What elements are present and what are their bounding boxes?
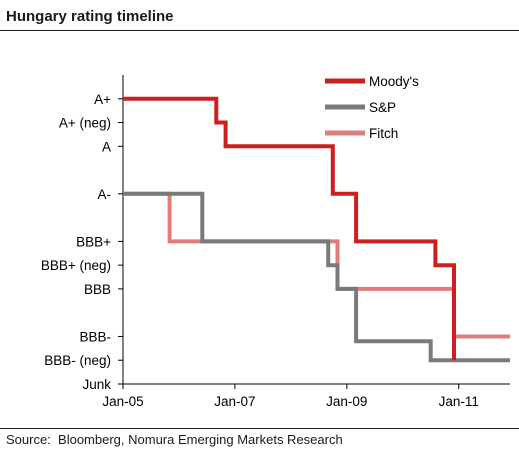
legend-label: S&P <box>369 100 396 115</box>
title-rule <box>0 30 519 31</box>
y-tick-label: A <box>102 139 111 154</box>
source-note: Source: Bloomberg, Nomura Emerging Marke… <box>6 432 343 447</box>
x-tick-label: Jan-05 <box>102 394 143 409</box>
x-tick-label: Jan-09 <box>326 394 367 409</box>
y-tick-label: BBB- (neg) <box>44 353 111 368</box>
y-tick-label: BBB- <box>79 329 111 344</box>
x-tick-label: Jan-11 <box>439 394 479 409</box>
y-tick-label: BBB <box>84 282 111 297</box>
series-line-moodys <box>123 96 456 361</box>
y-tick-label: A+ <box>94 92 111 107</box>
x-tick-label: Jan-07 <box>214 394 255 409</box>
y-tick-label: A+ (neg) <box>59 116 111 131</box>
series-line-sp <box>123 191 510 363</box>
rating-chart: Junk BBB- (neg) BBB- BBB BBB+ (neg) BBB+ A- A A+… <box>41 74 510 409</box>
y-tick-label: A- <box>98 187 112 202</box>
chart-title: Hungary rating timeline <box>6 8 174 25</box>
legend-label: Moody's <box>369 74 419 89</box>
y-tick-label: Junk <box>82 377 111 392</box>
legend-label: Fitch <box>369 126 398 141</box>
source-rule <box>0 428 519 429</box>
y-tick-label: BBB+ <box>76 234 111 249</box>
y-tick-label: BBB+ (neg) <box>41 258 111 273</box>
